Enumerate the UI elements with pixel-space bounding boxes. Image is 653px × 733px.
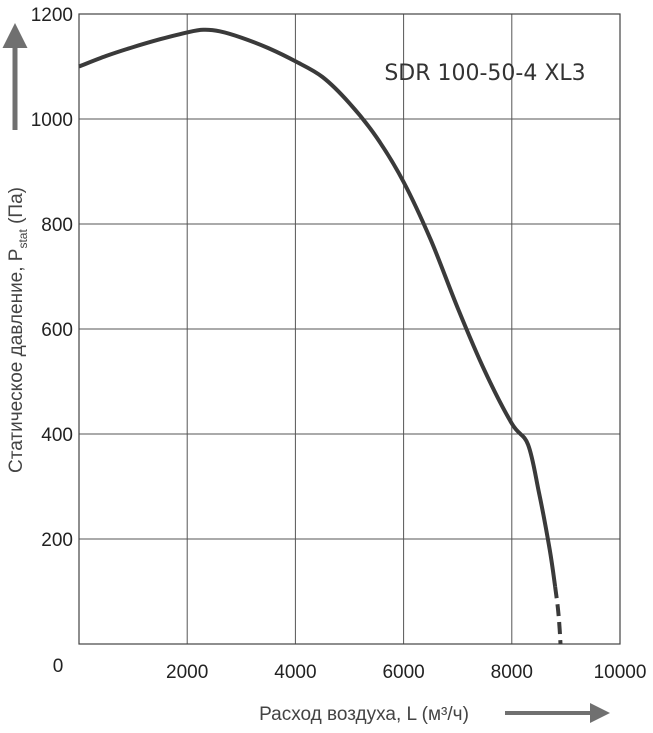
x-tick-label: 10000 xyxy=(594,662,647,683)
y-axis-title: Статическое давление, Pstat (Па) xyxy=(6,187,30,473)
x-axis-title: Расход воздуха, L (м³/ч) xyxy=(259,704,469,725)
chart-title: SDR 100-50-4 XL3 xyxy=(384,61,585,86)
x-tick-label: 6000 xyxy=(382,662,424,683)
y-axis-title-prefix: Статическое давление, P xyxy=(6,249,27,473)
y-axis-title-subscript: stat xyxy=(16,229,30,249)
tick-labels: 2000 4000 6000 8000 10000 200 400 600 800 1000 120… xyxy=(31,5,647,683)
y-tick-label: 600 xyxy=(41,320,73,341)
y-tick-label: 200 xyxy=(41,530,73,551)
x-tick-label: 4000 xyxy=(274,662,316,683)
series-line-dashed xyxy=(553,586,563,645)
y-tick-label: 800 xyxy=(41,215,73,236)
origin-label: 0 xyxy=(53,656,64,677)
x-tick-label: 8000 xyxy=(491,662,533,683)
x-tick-label: 2000 xyxy=(166,662,208,683)
y-axis-title-suffix: (Па) xyxy=(6,187,27,229)
y-tick-label: 1000 xyxy=(31,110,73,131)
plot-frame xyxy=(78,13,621,645)
y-tick-label: 1200 xyxy=(31,5,73,26)
series-layer xyxy=(78,27,563,645)
series-line xyxy=(78,27,558,587)
y-tick-label: 400 xyxy=(41,425,73,446)
grid xyxy=(79,14,620,644)
